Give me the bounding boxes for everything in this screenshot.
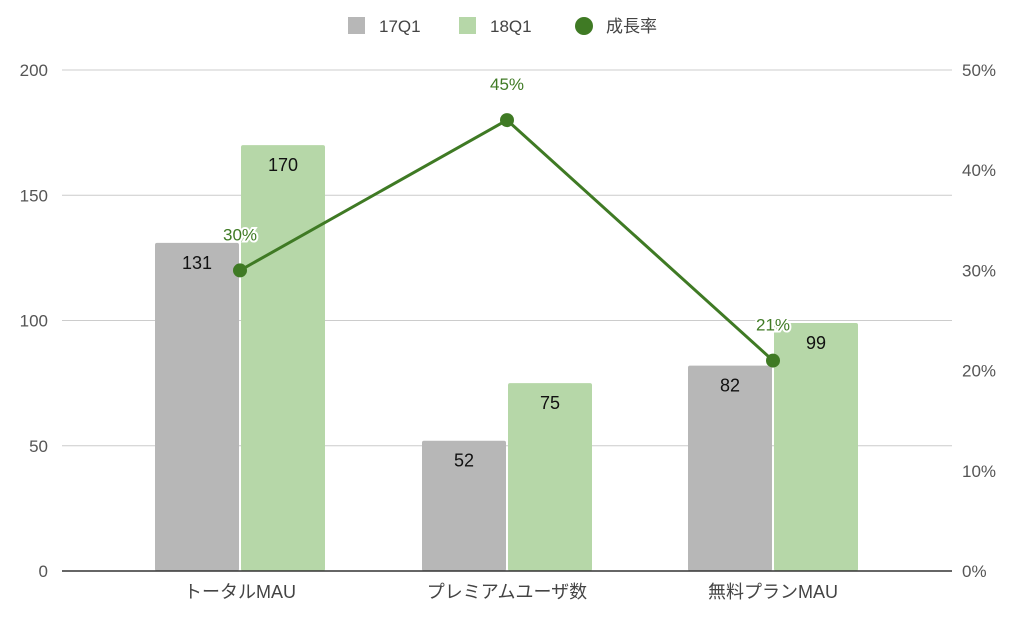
right-tick-label: 40% (962, 161, 996, 180)
growth-rate-label: 45% (490, 75, 524, 94)
bar-17Q1 (422, 440, 506, 571)
bar-18Q1 (774, 323, 858, 571)
legend-marker-成長率 (575, 17, 593, 35)
legend-swatch-18Q1 (459, 17, 476, 34)
category-label: プレミアムユーザ数 (427, 582, 587, 602)
left-tick-label: 50 (29, 437, 48, 456)
bar-labels: 131 52 82 170 75 99 (182, 155, 826, 471)
bars (155, 145, 858, 571)
right-axis-ticks: 0% 10% 20% 30% 40% 50% (962, 61, 996, 581)
bar-17Q1 (688, 365, 772, 571)
category-label: 無料プランMAU (708, 582, 838, 602)
bar-value-label: 131 (182, 253, 212, 273)
bar-value-label: 52 (454, 451, 474, 471)
left-axis-ticks: 0 50 100 150 200 (20, 61, 48, 581)
bar-18Q1 (508, 383, 592, 571)
bar-18Q1 (241, 145, 325, 571)
growth-point (233, 263, 247, 278)
left-tick-label: 200 (20, 61, 48, 80)
left-tick-label: 0 (39, 562, 48, 581)
right-tick-label: 0% (962, 562, 987, 581)
growth-rate-label: 30% (223, 225, 257, 244)
bar-value-label: 99 (806, 333, 826, 353)
category-label: トータルMAU (184, 582, 296, 602)
growth-point (500, 113, 514, 128)
legend-label: 18Q1 (490, 17, 532, 36)
right-tick-label: 50% (962, 61, 996, 80)
growth-line: 30% 45% 21% (221, 73, 792, 368)
bar-value-label: 82 (720, 376, 740, 396)
legend-label: 成長率 (606, 17, 657, 36)
legend-label: 17Q1 (379, 17, 421, 36)
growth-rate-label: 21% (756, 316, 790, 335)
bar-value-label: 170 (268, 155, 298, 175)
right-tick-label: 20% (962, 362, 996, 381)
right-tick-label: 10% (962, 462, 996, 481)
left-tick-label: 150 (20, 186, 48, 205)
category-labels: トータルMAU プレミアムユーザ数 無料プランMAU (184, 582, 838, 602)
growth-point (766, 353, 780, 368)
bar-value-label: 75 (540, 393, 560, 413)
left-tick-label: 100 (20, 312, 48, 331)
legend-swatch-17Q1 (348, 17, 365, 34)
legend: 17Q1 18Q1 成長率 (348, 17, 657, 36)
bar-17Q1 (155, 242, 239, 571)
right-tick-label: 30% (962, 261, 996, 280)
